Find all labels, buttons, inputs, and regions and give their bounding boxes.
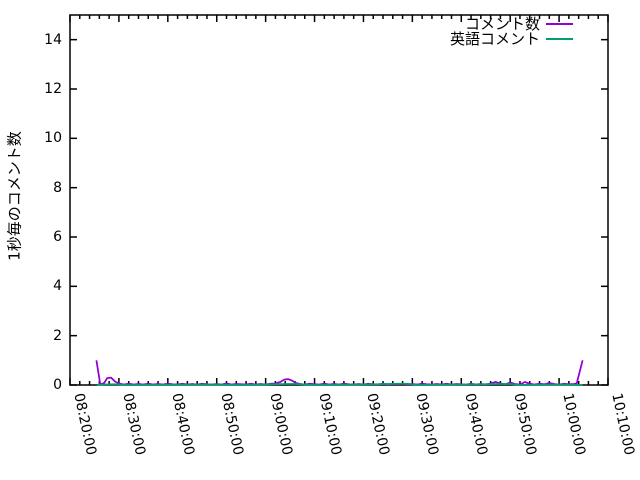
y-tick-label: 0 — [53, 377, 62, 393]
legend-line-swatch-comments — [546, 23, 573, 25]
legend-line-swatch-english — [546, 38, 573, 40]
plot-border — [69, 14, 609, 386]
legend-entry-english: 英語コメント — [449, 30, 573, 48]
legend: コメント数 英語コメント — [449, 15, 573, 48]
legend-entry-comments: コメント数 — [464, 15, 573, 33]
y-tick-label: 6 — [53, 229, 62, 245]
y-tick-label: 14 — [44, 31, 62, 48]
y-tick-label: 4 — [53, 278, 62, 295]
legend-label-comments: コメント数 — [464, 15, 540, 33]
series-line-english — [96, 382, 583, 386]
y-tick-label: 10 — [44, 130, 62, 147]
legend-label-english: 英語コメント — [449, 30, 540, 48]
y-tick-label: 12 — [44, 81, 62, 97]
y-tick-label: 8 — [53, 179, 62, 196]
y-tick-label: 2 — [53, 327, 62, 344]
